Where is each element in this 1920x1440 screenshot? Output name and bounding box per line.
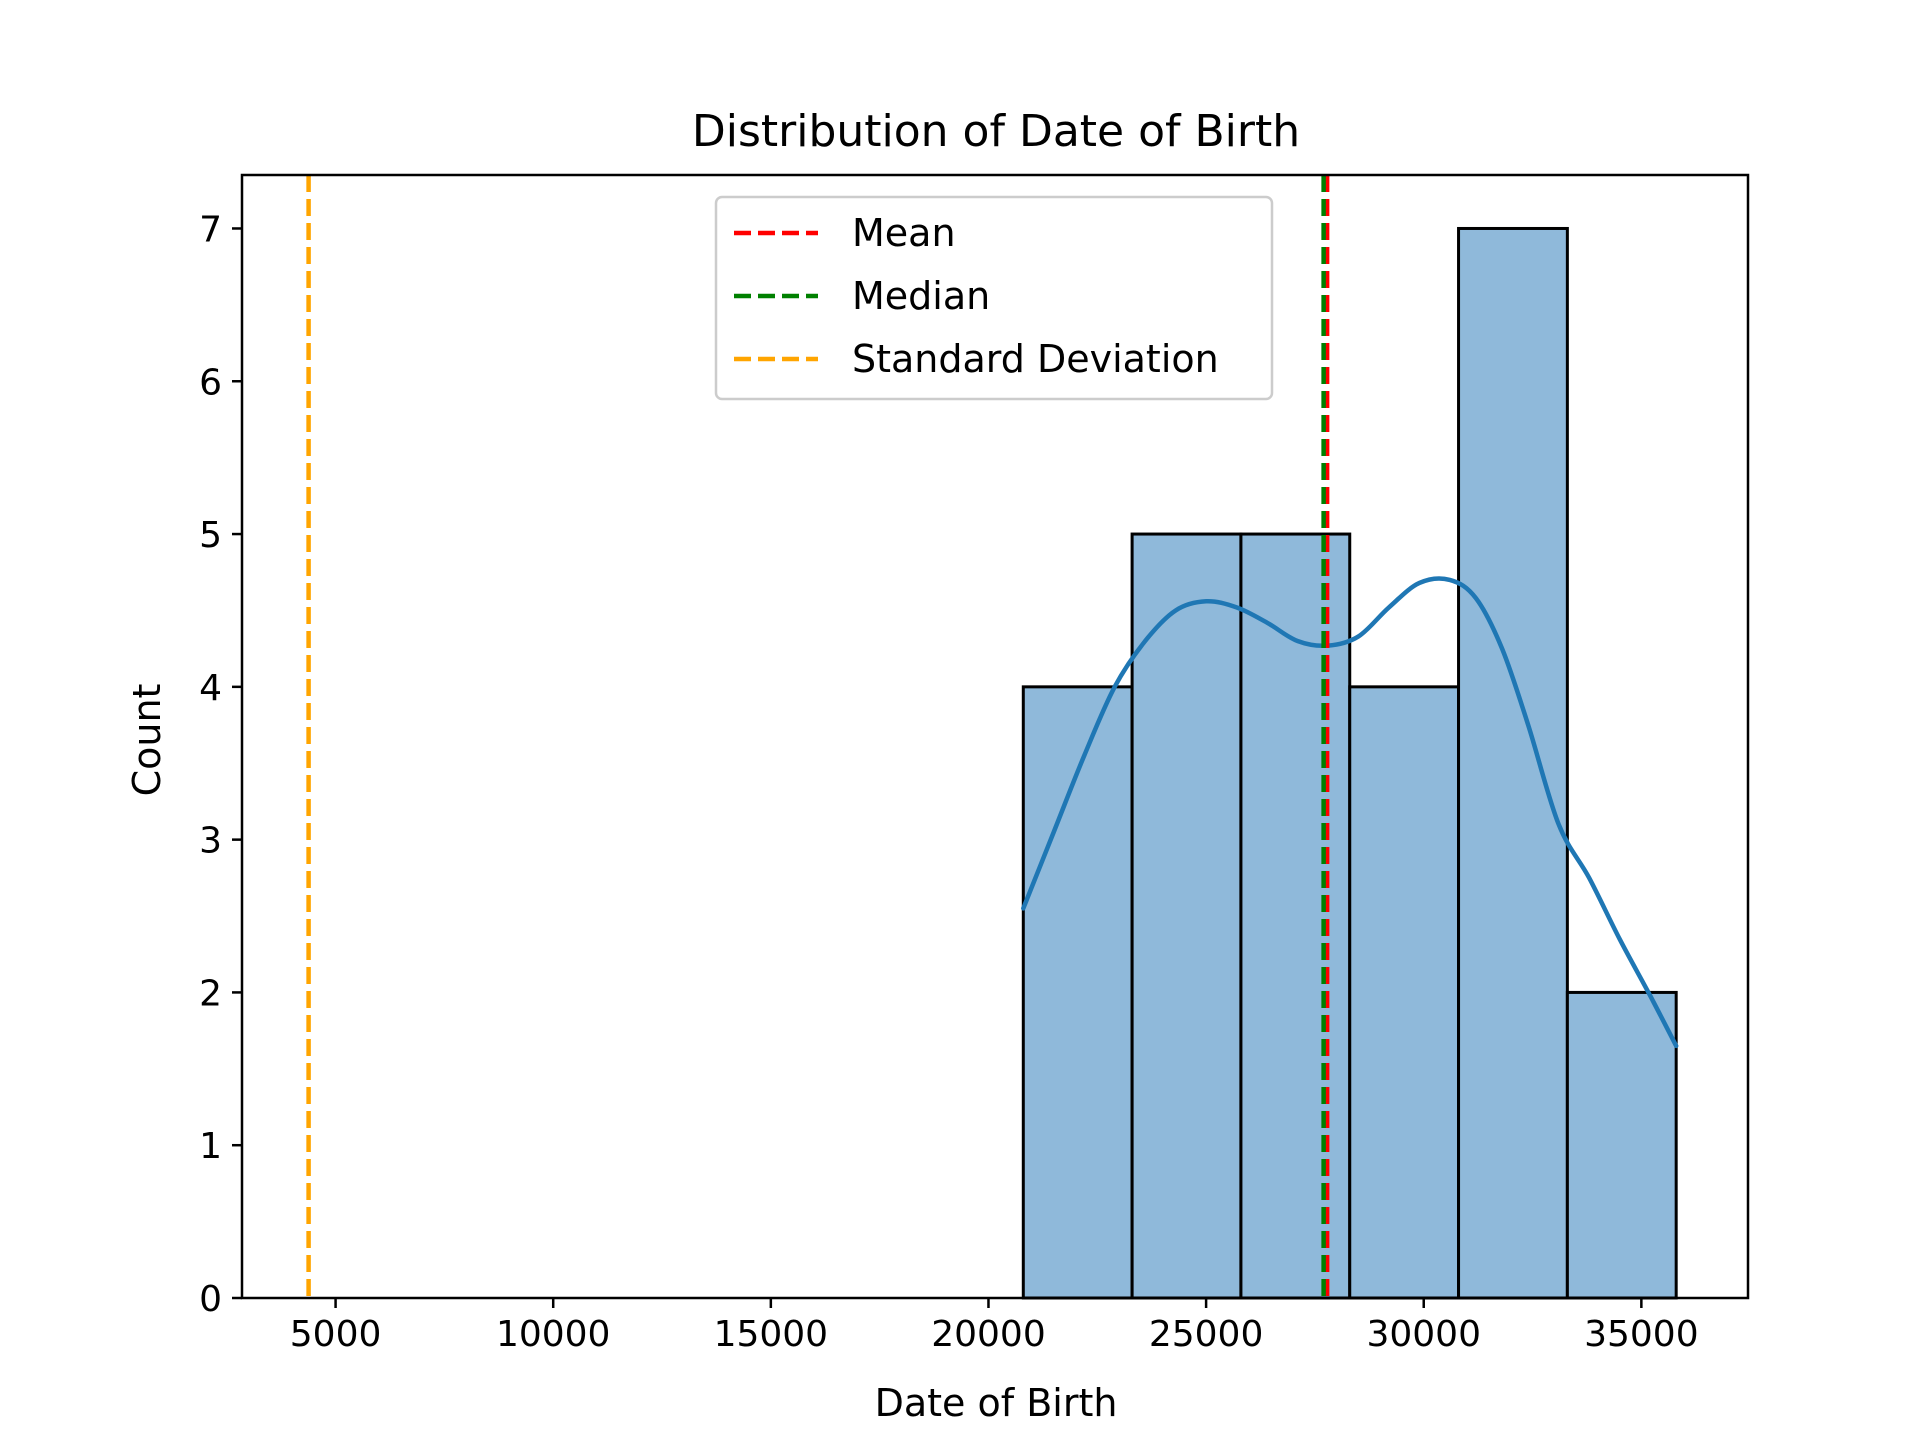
y-tick-label: 2	[199, 973, 222, 1014]
y-tick-label: 6	[199, 362, 222, 403]
histogram-bar-2	[1130, 532, 1243, 1300]
y-tick-label: 1	[199, 1126, 222, 1167]
y-tick-label: 3	[199, 821, 222, 862]
y-tick-label: 0	[199, 1279, 222, 1320]
kde-curve	[1021, 576, 1679, 1049]
y-tick-label: 4	[199, 668, 222, 709]
histogram-bar-3	[1239, 532, 1352, 1300]
x-tick-label: 20000	[931, 1314, 1046, 1355]
x-tick-label: 25000	[1149, 1314, 1264, 1355]
histogram-bar-1	[1021, 685, 1134, 1300]
histogram-bar-5	[1457, 226, 1569, 1300]
y-axis-label: Count	[125, 684, 169, 797]
axes-frame	[240, 173, 1750, 1300]
legend-label: Standard Deviation	[852, 337, 1219, 381]
legend-label: Median	[852, 274, 990, 318]
chart-title: Distribution of Date of Birth	[692, 106, 1300, 157]
plot-area	[306, 175, 1679, 1300]
legend-label: Mean	[852, 211, 956, 255]
axes: 5000 10000 15000 20000 25000 30000 35000 0 1 2 3 4 5…	[199, 173, 1750, 1355]
legend: Mean Median Standard Deviation	[714, 195, 1274, 401]
x-axis-label: Date of Birth	[875, 1381, 1118, 1425]
x-tick-label: 30000	[1366, 1314, 1481, 1355]
x-tick-label: 5000	[290, 1314, 382, 1355]
y-tick-label: 5	[199, 515, 222, 556]
x-tick-label: 10000	[496, 1314, 611, 1355]
x-tick-label: 15000	[714, 1314, 829, 1355]
y-tick-label: 7	[199, 209, 222, 250]
histogram-bar-6	[1565, 990, 1678, 1300]
histogram-bar-4	[1348, 685, 1461, 1300]
legend-box	[714, 195, 1274, 401]
x-tick-label: 35000	[1584, 1314, 1699, 1355]
